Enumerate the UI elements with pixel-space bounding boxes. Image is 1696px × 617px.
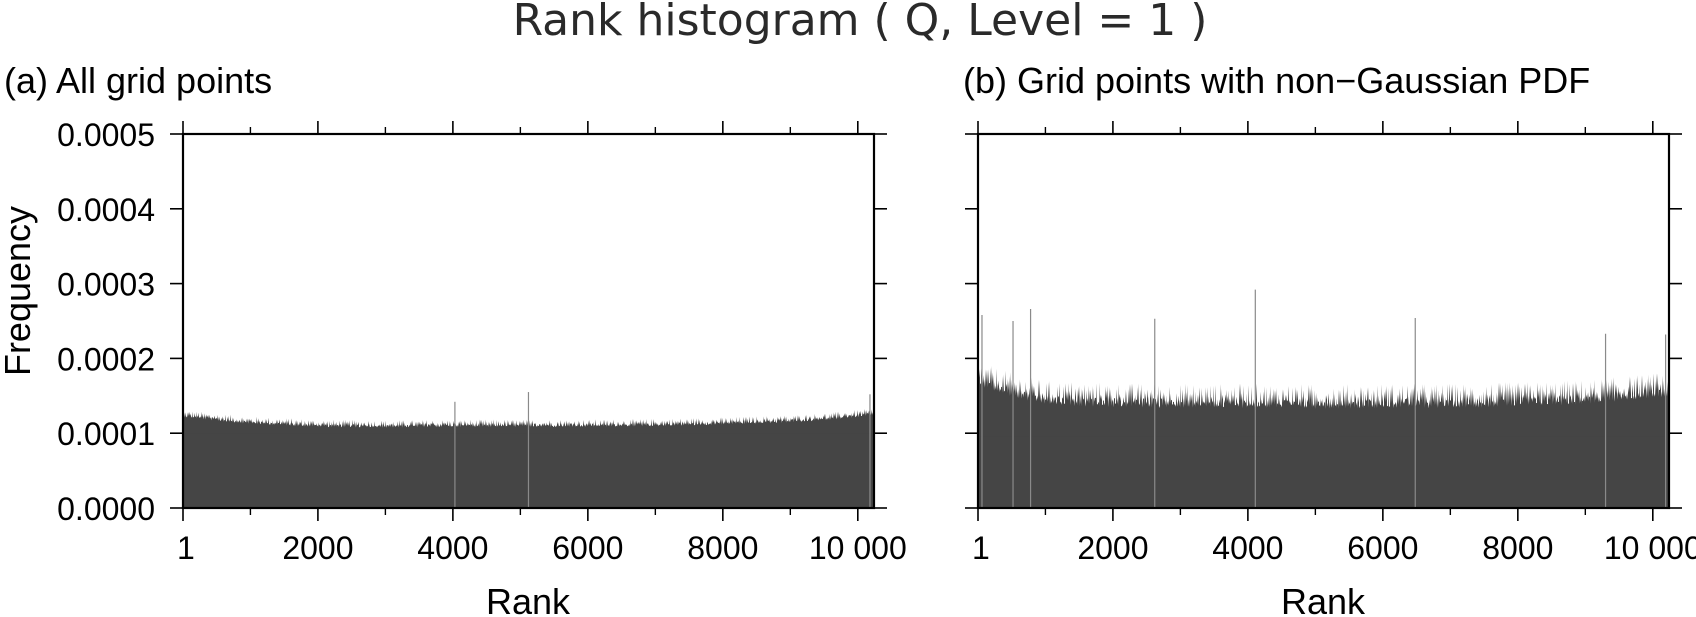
y-tick-label-a-1: 0.0001 [57,416,155,452]
panel-a-x-ticks: 1 2000 4000 6000 8000 10 000 [177,121,907,566]
x-tick-label-a-0: 1 [177,530,195,566]
x-tick-label-b-0: 1 [972,530,990,566]
y-tick-label-a-4: 0.0004 [57,192,155,228]
panel-a-frame [181,132,876,510]
panel-b-label: (b) Grid points with non−Gaussian PDF [963,60,1590,101]
x-tick-label-a-2: 4000 [417,530,488,566]
y-tick-label-a-3: 0.0003 [57,267,155,303]
x-tick-label-b-1: 2000 [1077,530,1148,566]
panel-a-x-axis-label: Rank [486,581,571,617]
y-tick-label-a-0: 0.0000 [57,491,155,527]
panel-b-spikes [981,289,1667,508]
panel-b-bars [978,366,1670,508]
panel-a: (a) All grid points Frequency 0.00000.00… [0,60,907,617]
x-tick-label-b-2: 4000 [1212,530,1283,566]
panel-a-y-axis-label: Frequency [0,206,38,376]
panel-b: (b) Grid points with non−Gaussian PDF 1 2… [963,60,1696,617]
x-tick-label-a-1: 2000 [282,530,353,566]
x-tick-label-b-5: 10 000 [1604,530,1696,566]
x-tick-label-a-4: 8000 [687,530,758,566]
x-tick-label-b-3: 6000 [1347,530,1418,566]
panel-b-x-axis-label: Rank [1281,581,1366,617]
panel-b-y-ticks [965,133,1682,509]
panel-a-spikes [454,392,871,508]
x-tick-label-a-5: 10 000 [809,530,907,566]
panel-a-y-ticks: 0.0000 0.0001 0.0002 0.0003 0.0004 0.0005 [57,117,887,527]
panel-b-frame [976,132,1671,510]
x-tick-label-b-4: 8000 [1482,530,1553,566]
histogram-body-b [978,436,1669,508]
panel-b-x-ticks: 1 2000 4000 6000 8000 10 000 [972,121,1696,566]
y-tick-label-a-5: 0.0005 [57,117,155,153]
panel-a-label: (a) All grid points [4,60,272,101]
y-tick-label-a-2: 0.0002 [57,341,155,377]
chart-title: Rank histogram ( Q, Level = 1 ) [513,0,1208,46]
x-tick-label-a-3: 6000 [552,530,623,566]
